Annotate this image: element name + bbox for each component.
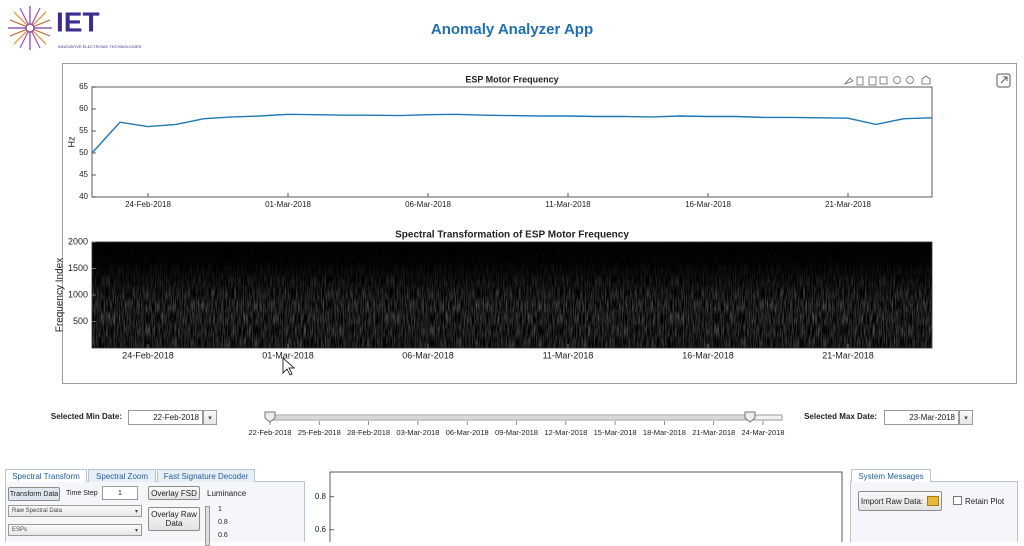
x-tick-label: 06-Mar-2018 [405, 200, 451, 209]
slider-tick-label: 03-Mar-2018 [396, 428, 439, 437]
x-tick-label: 24-Feb-2018 [122, 350, 174, 360]
spectrogram-image [92, 242, 932, 348]
min-date-label: Selected Min Date: [50, 412, 122, 421]
x-tick-label: 24-Feb-2018 [125, 200, 171, 209]
toolbar-zoom-out[interactable] [906, 76, 914, 84]
tab-fast-signature[interactable]: Fast Signature Decoder [157, 469, 255, 482]
app-title: Anomaly Analyzer App [431, 21, 593, 38]
x-tick-label: 21-Mar-2018 [825, 200, 871, 209]
axes-toolbar [843, 75, 931, 86]
min-date-field[interactable]: 22-Feb-2018 [128, 410, 203, 425]
slider-tick-label: 21-Mar-2018 [692, 428, 735, 437]
retain-label: Retain Plot [965, 497, 1005, 506]
toolbar-pan[interactable] [868, 76, 877, 86]
x-tick-label: 11-Mar-2018 [545, 200, 591, 209]
x-tick-label: 21-Mar-2018 [822, 350, 874, 360]
dropdown-arrow: ▾ [134, 508, 138, 515]
y-tick-label: 1000 [68, 289, 88, 299]
data-dropdown[interactable]: Raw Spectral Data ▾ [8, 505, 142, 517]
luminance-label: Luminance [207, 489, 247, 498]
y-tick-label: 0.6 [315, 525, 327, 534]
slider-tick-label: 12-Mar-2018 [544, 428, 587, 437]
y-tick-label: 65 [79, 82, 88, 91]
slider-tick-label: 18-Mar-2018 [643, 428, 686, 437]
folder-icon [927, 496, 940, 506]
y-tick-label: 55 [79, 126, 88, 135]
x-tick-label: 06-Mar-2018 [402, 350, 454, 360]
y-tick-label: 500 [73, 316, 88, 326]
slider-range [272, 416, 750, 419]
chart-title: ESP Motor Frequency [465, 74, 558, 84]
y-tick-label: 1500 [68, 263, 88, 273]
luminance-tick: 0.6 [218, 532, 228, 539]
slider-tick-label: 22-Feb-2018 [249, 428, 292, 437]
min-date-dropdown[interactable]: ▾ [203, 410, 217, 425]
slider-max-thumb[interactable] [744, 411, 756, 423]
spectrogram-shade [92, 242, 932, 348]
time-step-label: Time Step [66, 490, 98, 497]
y-tick-label: 60 [79, 104, 88, 113]
tab-spectral-transform[interactable]: Spectral Transform [5, 469, 87, 482]
import-button-text: Import Raw Data: [860, 496, 924, 506]
time-step-field[interactable]: 1 [102, 486, 138, 500]
logo-subtitle: INNOVATIVE ELECTRONIC TECHNOLOGIES [58, 44, 142, 49]
logo-burst [8, 6, 52, 50]
slider-tick-label: 06-Mar-2018 [446, 428, 489, 437]
transform-button[interactable]: Transform Data [8, 487, 60, 501]
slider-tick-label: 15-Mar-2018 [594, 428, 637, 437]
tab-spectral-zoom[interactable]: Spectral Zoom [88, 469, 156, 482]
data-line [91, 113, 933, 154]
y-tick-label: 2000 [68, 236, 88, 246]
logo: IET INNOVATIVE ELECTRONIC TECHNOLOGIES [8, 6, 142, 50]
export-button[interactable] [996, 73, 1011, 88]
slider-min-thumb[interactable] [264, 411, 276, 423]
overlay-fsd-button[interactable]: Overlay FSD [148, 486, 200, 500]
max-date-field[interactable]: 23-Mar-2018 [884, 410, 959, 425]
toolbar-home[interactable] [921, 75, 931, 85]
toolbar-restore[interactable] [879, 76, 888, 85]
luminance-tick: 0.8 [218, 519, 228, 526]
x-tick-label: 16-Mar-2018 [682, 350, 734, 360]
tab-system-messages[interactable]: System Messages [851, 469, 931, 482]
luminance-slider[interactable] [205, 506, 210, 546]
x-tick-label: 01-Mar-2018 [265, 200, 311, 209]
logo-text: IET [56, 6, 100, 37]
chart-title: Spectral Transformation of ESP Motor Fre… [395, 230, 629, 241]
y-tick-label: 0.8 [315, 492, 327, 501]
data-dropdown-text: Raw Spectral Data [12, 508, 63, 514]
y-tick-label: 50 [79, 148, 88, 157]
toolbar-brush[interactable] [843, 77, 854, 85]
y-tick-label: 45 [79, 170, 88, 179]
esp-dropdown-text: ESPs [12, 527, 28, 533]
overlay-raw-button[interactable]: Overlay Raw Data [148, 507, 200, 531]
x-tick-label: 11-Mar-2018 [543, 350, 594, 360]
axes-box [91, 86, 933, 198]
x-tick-label: 16-Mar-2018 [685, 200, 731, 209]
dropdown-arrow: ▾ [134, 527, 138, 534]
slider-tick-label: 09-Mar-2018 [495, 428, 538, 437]
max-date-label: Selected Max Date: [804, 412, 877, 421]
max-date-dropdown[interactable]: ▾ [959, 410, 973, 425]
y-tick-label: 40 [79, 192, 88, 201]
slider-tick-label: 24-Mar-2018 [742, 428, 785, 437]
luminance-tick: 1 [218, 506, 222, 513]
slider-tick-label: 28-Feb-2018 [347, 428, 390, 437]
mouse-cursor [282, 357, 296, 376]
axes-box [329, 471, 843, 542]
y-axis-label: Frequency Index [55, 258, 66, 333]
slider-tick-label: 25-Feb-2018 [298, 428, 341, 437]
y-axis-label: Hz [66, 136, 76, 147]
retain-checkbox[interactable] [953, 496, 962, 505]
esp-dropdown[interactable]: ESPs ▾ [8, 524, 142, 536]
x-tick-label: 01-Mar-2018 [262, 350, 314, 360]
toolbar-zoom-in[interactable] [893, 76, 901, 84]
toolbar-datatip[interactable] [856, 76, 864, 86]
import-button[interactable]: Import Raw Data: [858, 491, 942, 511]
